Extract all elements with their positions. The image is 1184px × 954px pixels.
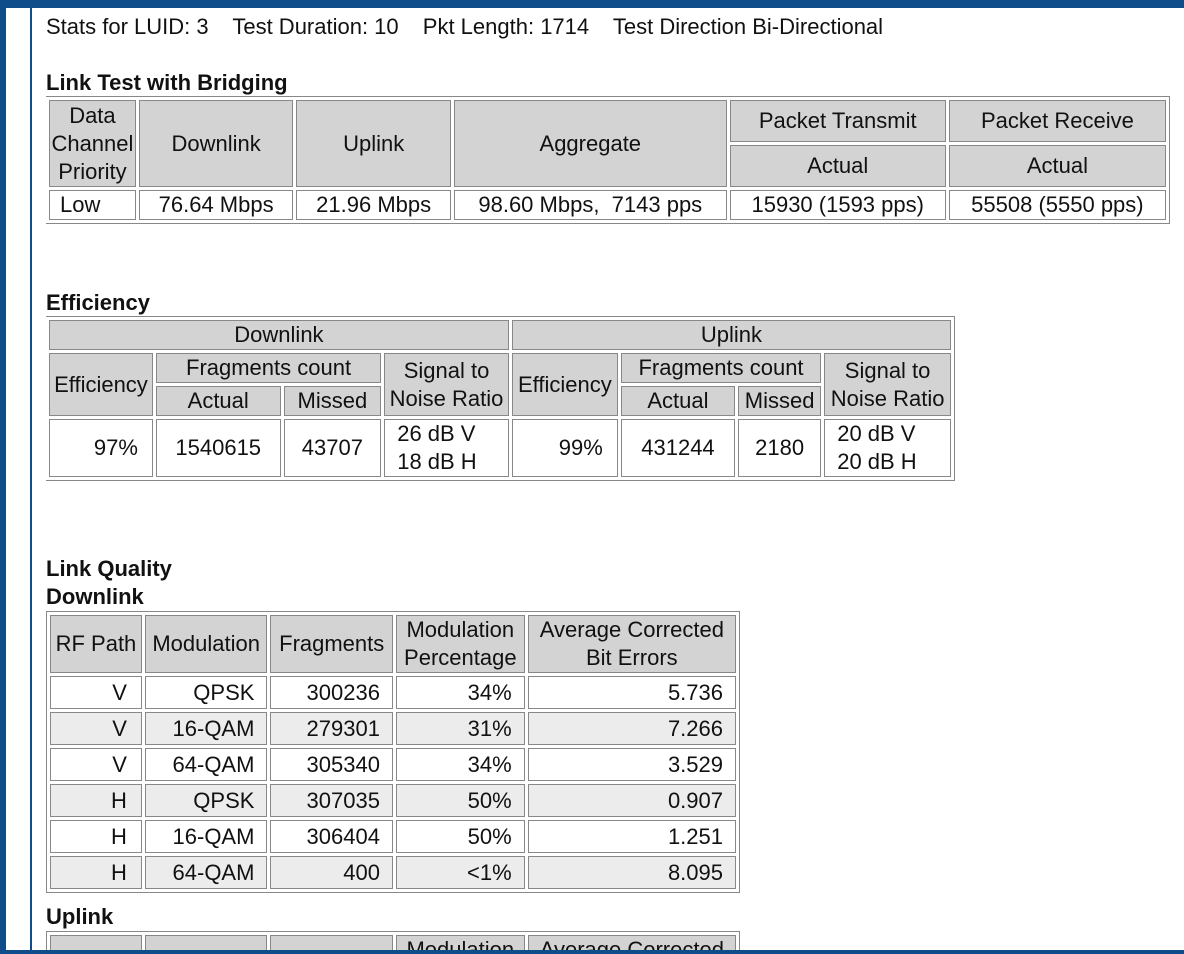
- cell-ul-snr: 20 dB V 20 dB H: [824, 419, 951, 477]
- link-test-heading: Link Test with Bridging: [46, 70, 288, 95]
- cell-tx-actual: 15930 (1593 pps): [729, 190, 946, 220]
- col-ul-missed: Missed: [738, 386, 822, 416]
- table-row: H 64-QAM 400 <1% 8.095: [50, 856, 736, 889]
- bottom-border: [0, 950, 1184, 954]
- cell-rf-path: V: [50, 748, 142, 781]
- col-dl-efficiency: Efficiency: [49, 353, 153, 416]
- cell-mod-pct: 50%: [395, 784, 525, 817]
- col-modulation: Modulation: [144, 615, 268, 673]
- cell-dl-missed: 43707: [283, 419, 382, 477]
- cell-modulation: 16-QAM: [144, 820, 268, 853]
- col-uplink: Uplink: [296, 100, 451, 187]
- col-downlink: Downlink: [138, 100, 294, 187]
- link-quality-heading: Link Quality: [46, 556, 172, 581]
- table-row: H 16-QAM 306404 50% 1.251: [50, 820, 736, 853]
- cell-mod-pct: <1%: [395, 856, 525, 889]
- page-frame-top: [6, 0, 1184, 8]
- cell-modulation: 64-QAM: [144, 748, 268, 781]
- frame-divider: [30, 0, 32, 954]
- cell-avg-bit-errors: 1.251: [527, 820, 736, 853]
- duration-label: Test Duration: 10: [232, 14, 399, 39]
- cell-dl-snr: 26 dB V 18 dB H: [384, 419, 509, 477]
- downlink-heading: Downlink: [46, 584, 144, 609]
- cell-priority: Low: [49, 190, 136, 220]
- cell-ul-actual: 431244: [620, 419, 736, 477]
- cell-rf-path: H: [50, 820, 142, 853]
- cell-ul-efficiency: 99%: [511, 419, 618, 477]
- col-dl-snr: Signal to Noise Ratio: [384, 353, 509, 416]
- col-ul-snr: Signal to Noise Ratio: [824, 353, 951, 416]
- cell-dl-actual: 1540615: [155, 419, 281, 477]
- cell-uplink: 21.96 Mbps: [296, 190, 451, 220]
- link-quality-downlink-table: RF Path Modulation Fragments Modulation …: [46, 611, 740, 893]
- cell-rf-path: H: [50, 856, 142, 889]
- cell-fragments: 307035: [270, 784, 393, 817]
- col-mod-pct: Modulation Percentage: [395, 615, 525, 673]
- col-rf-path: RF Path: [50, 615, 142, 673]
- col-dl-actual: Actual: [155, 386, 281, 416]
- cell-rf-path: V: [50, 676, 142, 709]
- col-packet-transmit: Packet Transmit: [729, 100, 946, 142]
- col-eff-downlink: Downlink: [49, 320, 509, 350]
- cell-mod-pct: 34%: [395, 748, 525, 781]
- cell-ul-missed: 2180: [738, 419, 822, 477]
- cell-avg-bit-errors: 7.266: [527, 712, 736, 745]
- table-row: 97% 1540615 43707 26 dB V 18 dB H 99% 43…: [49, 419, 951, 477]
- col-rx-actual: Actual: [948, 145, 1166, 187]
- col-dl-missed: Missed: [283, 386, 382, 416]
- col-tx-actual: Actual: [729, 145, 946, 187]
- col-avg-bit-errors: Average Corrected Bit Errors: [527, 615, 736, 673]
- col-ul-efficiency: Efficiency: [511, 353, 618, 416]
- table-row: V 64-QAM 305340 34% 3.529: [50, 748, 736, 781]
- cell-avg-bit-errors: 5.736: [527, 676, 736, 709]
- link-quality-uplink-table: RF Path Modulation Fragments Modulation …: [46, 931, 740, 954]
- uplink-heading: Uplink: [46, 904, 114, 929]
- cell-avg-bit-errors: 8.095: [527, 856, 736, 889]
- cell-avg-bit-errors: 3.529: [527, 748, 736, 781]
- cell-fragments: 300236: [270, 676, 393, 709]
- col-ul-avg-bit-errors: Average Corrected Bit Errors: [527, 935, 736, 954]
- cell-downlink: 76.64 Mbps: [138, 190, 294, 220]
- cell-rf-path: V: [50, 712, 142, 745]
- cell-modulation: QPSK: [144, 676, 268, 709]
- table-row: Low 76.64 Mbps 21.96 Mbps 98.60 Mbps, 71…: [49, 190, 1166, 220]
- cell-mod-pct: 31%: [395, 712, 525, 745]
- cell-fragments: 279301: [270, 712, 393, 745]
- col-aggregate: Aggregate: [453, 100, 727, 187]
- page-frame-left: [0, 0, 6, 954]
- cell-rx-actual: 55508 (5550 pps): [948, 190, 1166, 220]
- table-row: V QPSK 300236 34% 5.736: [50, 676, 736, 709]
- col-ul-actual: Actual: [620, 386, 736, 416]
- cell-fragments: 400: [270, 856, 393, 889]
- cell-dl-efficiency: 97%: [49, 419, 153, 477]
- cell-modulation: 16-QAM: [144, 712, 268, 745]
- direction-label: Test Direction Bi-Directional: [612, 14, 884, 39]
- cell-modulation: QPSK: [144, 784, 268, 817]
- table-row: V 16-QAM 279301 31% 7.266: [50, 712, 736, 745]
- cell-fragments: 306404: [270, 820, 393, 853]
- efficiency-table: Downlink Uplink Efficiency Fragments cou…: [46, 316, 955, 481]
- cell-aggregate: 98.60 Mbps, 7143 pps: [453, 190, 727, 220]
- link-test-table: Data Channel Priority Downlink Uplink Ag…: [46, 96, 1170, 224]
- table-row: H QPSK 307035 50% 0.907: [50, 784, 736, 817]
- results-panel: Stats for LUID: 3 Test Duration: 10 Pkt …: [46, 0, 1184, 954]
- col-dl-fragments: Fragments count: [155, 353, 382, 383]
- cell-mod-pct: 34%: [395, 676, 525, 709]
- pkt-length-label: Pkt Length: 1714: [422, 14, 590, 39]
- col-eff-uplink: Uplink: [511, 320, 951, 350]
- cell-modulation: 64-QAM: [144, 856, 268, 889]
- cell-avg-bit-errors: 0.907: [527, 784, 736, 817]
- efficiency-heading: Efficiency: [46, 290, 150, 315]
- cell-rf-path: H: [50, 784, 142, 817]
- col-ul-mod-pct: Modulation Percentage: [395, 935, 525, 954]
- col-priority: Data Channel Priority: [49, 100, 136, 187]
- col-ul-fragments: Fragments count: [620, 353, 822, 383]
- cell-mod-pct: 50%: [395, 820, 525, 853]
- luid-label: Stats for LUID: 3: [46, 14, 209, 39]
- col-packet-receive: Packet Receive: [948, 100, 1166, 142]
- col-fragments: Fragments: [270, 615, 393, 673]
- cell-fragments: 305340: [270, 748, 393, 781]
- stats-summary: Stats for LUID: 3 Test Duration: 10 Pkt …: [46, 14, 901, 40]
